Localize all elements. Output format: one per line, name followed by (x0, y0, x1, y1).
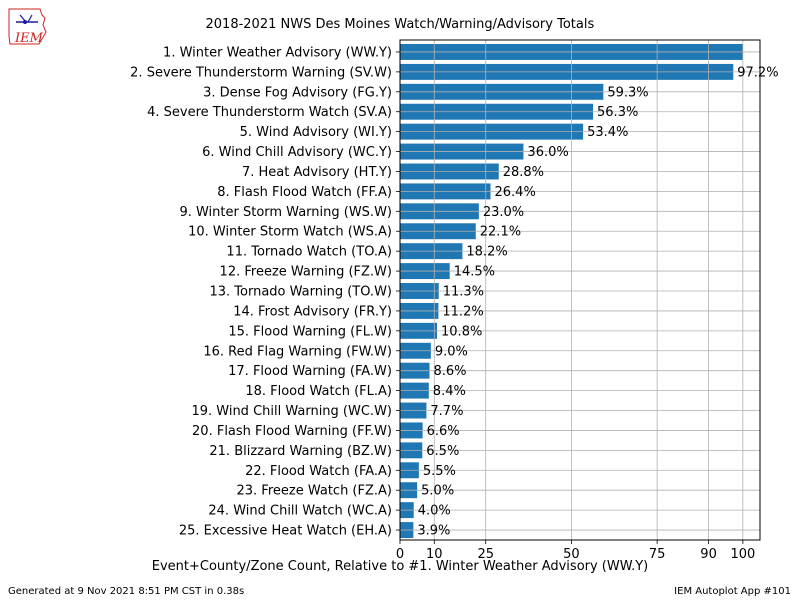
y-tick-label: 8. Flash Flood Watch (FF.A) (217, 185, 392, 200)
y-tick-label: 23. Freeze Watch (FZ.A) (236, 484, 392, 499)
data-label: 11.2% (442, 304, 483, 319)
y-tick-label: 24. Wind Chill Watch (WC.A) (208, 504, 392, 519)
data-label: 36.0% (527, 145, 568, 160)
data-label: 8.6% (433, 364, 466, 379)
x-tick-label: 0 (396, 547, 404, 562)
data-label: 3.9% (417, 524, 450, 539)
data-label: 18.2% (466, 245, 507, 260)
generated-timestamp: Generated at 9 Nov 2021 8:51 PM CST in 0… (8, 586, 245, 597)
y-tick-label: 2. Severe Thunderstorm Warning (SV.W) (130, 65, 392, 80)
y-tick-label: 5. Wind Advisory (WI.Y) (240, 125, 392, 140)
data-label: 53.4% (587, 125, 628, 140)
data-label: 6.5% (426, 444, 459, 459)
x-tick-label: 100 (730, 547, 755, 562)
y-tick-label: 25. Excessive Heat Watch (EH.A) (179, 524, 392, 539)
data-label: 97.2% (737, 65, 778, 80)
logo-text: IEM (14, 31, 44, 46)
data-label: 8.4% (433, 384, 466, 399)
y-tick-label: 3. Dense Fog Advisory (FG.Y) (203, 85, 392, 100)
iem-logo: IEM (8, 8, 47, 46)
y-tick-label: 12. Freeze Warning (FZ.W) (220, 265, 392, 280)
data-label: 56.3% (597, 105, 638, 120)
y-tick-label: 10. Winter Storm Watch (WS.A) (188, 225, 392, 240)
x-tick-label: 10 (426, 547, 443, 562)
y-tick-label: 19. Wind Chill Warning (WC.W) (191, 404, 392, 419)
data-label: 11.3% (443, 285, 484, 300)
data-label: 14.5% (454, 265, 495, 280)
data-label: 26.4% (495, 185, 536, 200)
data-label: 6.6% (427, 424, 460, 439)
data-label: 9.0% (435, 344, 468, 359)
x-tick-label: 90 (700, 547, 717, 562)
y-tick-label: 17. Flood Warning (FA.W) (228, 364, 392, 379)
data-label: 23.0% (483, 205, 524, 220)
y-tick-label: 15. Flood Warning (FL.W) (228, 324, 392, 339)
data-label: 4.0% (418, 504, 451, 519)
y-tick-label: 21. Blizzard Warning (BZ.W) (209, 444, 392, 459)
plot-frame (399, 39, 761, 541)
y-tick-label: 13. Tornado Warning (TO.W) (209, 285, 392, 300)
x-tick-label: 50 (563, 547, 580, 562)
y-tick-label: 22. Flood Watch (FA.A) (245, 464, 392, 479)
chart-title: 2018-2021 NWS Des Moines Watch/Warning/A… (205, 17, 595, 32)
y-tick-label: 11. Tornado Watch (TO.A) (226, 245, 392, 260)
x-tick-label: 75 (649, 547, 666, 562)
y-tick-label: 16. Red Flag Warning (FW.W) (203, 344, 392, 359)
data-label: 28.8% (503, 165, 544, 180)
y-tick-label: 4. Severe Thunderstorm Watch (SV.A) (147, 105, 392, 120)
y-tick-label: 18. Flood Watch (FL.A) (245, 384, 392, 399)
app-label: IEM Autoplot App #101 (674, 586, 791, 597)
x-axis-label: Event+County/Zone Count, Relative to #1.… (152, 559, 649, 574)
data-label: 10.8% (441, 324, 482, 339)
x-tick-label: 25 (477, 547, 494, 562)
y-tick-label: 20. Flash Flood Warning (FF.W) (192, 424, 392, 439)
y-tick-label: 9. Winter Storm Warning (WS.W) (179, 205, 392, 220)
y-tick-label: 14. Frost Advisory (FR.Y) (233, 304, 392, 319)
data-label: 5.5% (423, 464, 456, 479)
y-tick-label: 7. Heat Advisory (HT.Y) (242, 165, 392, 180)
data-label: 5.0% (421, 484, 454, 499)
y-tick-label: 6. Wind Chill Advisory (WC.Y) (202, 145, 392, 160)
data-label: 7.7% (430, 404, 463, 419)
y-tick-label: 1. Winter Weather Advisory (WW.Y) (163, 45, 392, 60)
data-label: 22.1% (480, 225, 521, 240)
data-label: 59.3% (607, 85, 648, 100)
